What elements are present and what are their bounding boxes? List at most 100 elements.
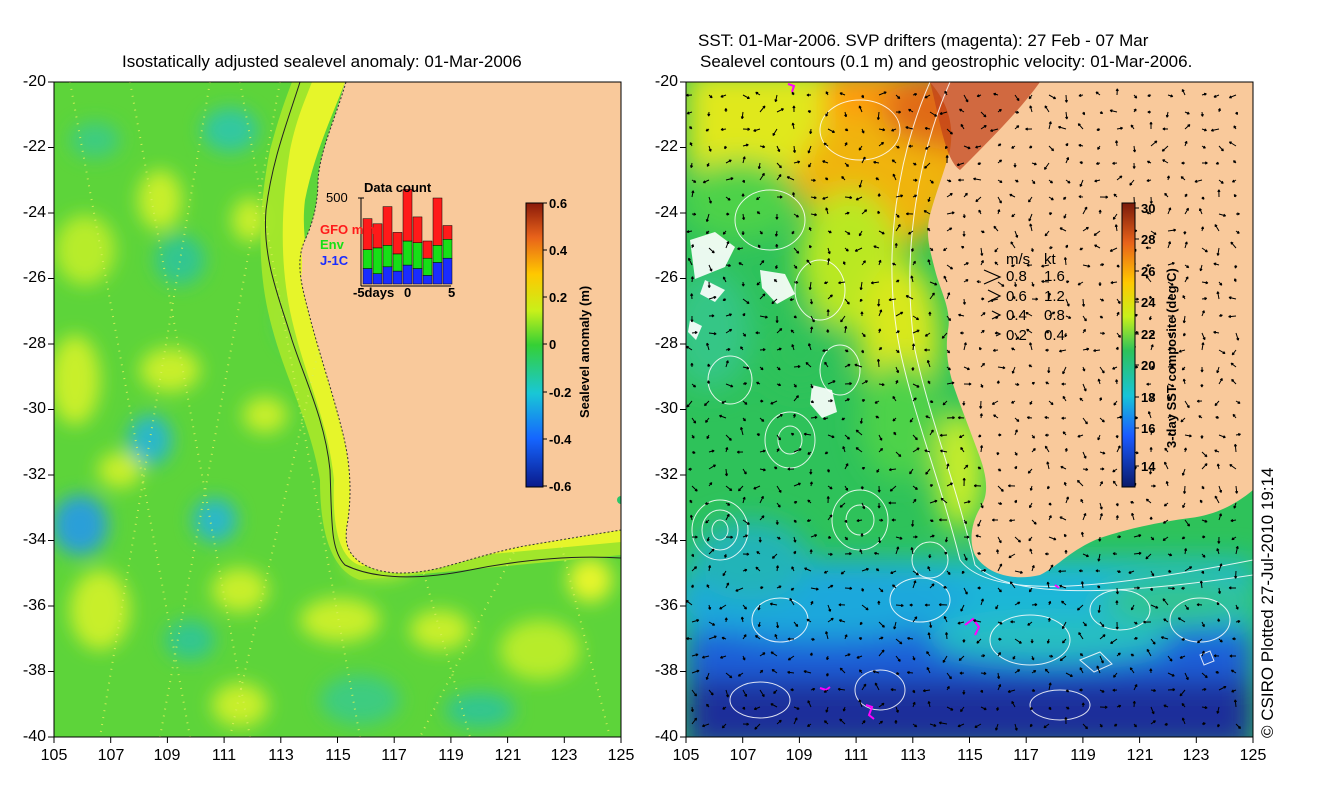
velocity-arrow bbox=[1233, 278, 1237, 283]
right-ytick: -22 bbox=[654, 138, 678, 155]
velocity-arrow bbox=[1231, 689, 1237, 693]
velocity-arrow bbox=[926, 651, 931, 657]
velocity-arrow bbox=[725, 447, 729, 453]
velocity-arrow bbox=[962, 400, 966, 406]
velocity-arrow bbox=[1232, 637, 1237, 641]
velocity-arrow bbox=[854, 247, 863, 252]
velocity-arrow bbox=[827, 604, 832, 612]
velocity-arrow bbox=[996, 451, 1000, 456]
inset-bar-j1c bbox=[432, 262, 443, 285]
velocity-arrow bbox=[1199, 208, 1203, 215]
velocity-arrow bbox=[805, 362, 812, 368]
velocity-arrow bbox=[963, 192, 968, 198]
velocity-arrow bbox=[977, 552, 982, 556]
velocity-arrow bbox=[994, 261, 999, 266]
velocity-arrow bbox=[823, 720, 829, 725]
velocity-arrow bbox=[1146, 211, 1152, 215]
velocity-arrow bbox=[895, 546, 900, 555]
velocity-arrow bbox=[1014, 570, 1023, 574]
velocity-arrow bbox=[943, 586, 948, 590]
velocity-arrow bbox=[927, 196, 931, 203]
velocity-arrow bbox=[707, 380, 711, 385]
velocity-arrow bbox=[1215, 416, 1220, 420]
velocity-arrow bbox=[895, 194, 904, 198]
velocity-arrow bbox=[720, 655, 727, 659]
velocity-arrow bbox=[928, 311, 932, 317]
velocity-arrow bbox=[960, 706, 965, 713]
velocity-arrow bbox=[912, 689, 916, 694]
velocity-arrow bbox=[861, 399, 866, 403]
velocity-arrow bbox=[740, 346, 744, 351]
velocity-arrow bbox=[1179, 689, 1186, 697]
velocity-arrow bbox=[776, 536, 781, 540]
velocity-arrow bbox=[689, 499, 693, 504]
velocity-arrow bbox=[1065, 706, 1070, 710]
right-xtick: 105 bbox=[672, 747, 700, 764]
velocity-arrow bbox=[806, 93, 812, 97]
right-ytick: -24 bbox=[654, 204, 678, 221]
velocity-arrow bbox=[929, 247, 934, 252]
velocity-arrow bbox=[943, 275, 948, 283]
velocity-arrow bbox=[878, 636, 884, 640]
velocity-arrow bbox=[770, 400, 778, 405]
velocity-arrow bbox=[1028, 587, 1033, 593]
velocity-arrow bbox=[891, 518, 897, 522]
velocity-arrow bbox=[1099, 467, 1105, 471]
velocity-arrow bbox=[1228, 296, 1237, 300]
velocity-arrow bbox=[753, 485, 761, 490]
velocity-arrow bbox=[1167, 346, 1172, 351]
velocity-arrow bbox=[909, 603, 914, 607]
velocity-arrow bbox=[1011, 347, 1016, 351]
velocity-arrow bbox=[1076, 479, 1084, 487]
velocity-arrow bbox=[1162, 598, 1169, 606]
velocity-arrow bbox=[774, 94, 778, 103]
velocity-arrow bbox=[1027, 621, 1033, 626]
velocity-arrow bbox=[1082, 723, 1089, 730]
velocity-arrow bbox=[990, 128, 999, 133]
velocity-arrow bbox=[1184, 193, 1188, 198]
velocity-arrow bbox=[725, 535, 734, 539]
velocity-arrow bbox=[691, 717, 698, 725]
velocity-arrow bbox=[977, 519, 982, 527]
velocity-arrow bbox=[946, 192, 953, 198]
velocity-arrow bbox=[1093, 349, 1101, 353]
velocity-arrow bbox=[705, 519, 710, 524]
velocity-arrow bbox=[1162, 536, 1169, 541]
velocity-arrow bbox=[1181, 717, 1186, 725]
velocity-arrow bbox=[1160, 636, 1169, 640]
velocity-arrow bbox=[1025, 127, 1033, 131]
velocity-arrow bbox=[962, 477, 966, 487]
velocity-arrow bbox=[1014, 536, 1022, 543]
velocity-arrow bbox=[1013, 281, 1018, 287]
velocity-arrow bbox=[895, 451, 902, 458]
velocity-arrow bbox=[793, 550, 797, 555]
velocity-arrow bbox=[946, 706, 954, 711]
inset-xlabel: 5 bbox=[448, 285, 456, 300]
velocity-arrow bbox=[755, 566, 761, 572]
velocity-arrow bbox=[958, 313, 965, 317]
velocity-arrow bbox=[810, 637, 815, 641]
velocity-arrow bbox=[1044, 668, 1050, 674]
copyright-label: © CSIRO Plotted 27-Jul-2010 19:14 bbox=[1258, 467, 1277, 738]
velocity-arrow bbox=[1026, 263, 1033, 267]
velocity-arrow bbox=[957, 416, 965, 420]
velocity-arrow bbox=[1082, 328, 1086, 334]
left-xtick: 125 bbox=[607, 747, 635, 764]
velocity-arrow bbox=[975, 534, 982, 538]
velocity-arrow bbox=[690, 706, 694, 713]
velocity-arrow bbox=[742, 298, 750, 305]
velocity-arrow bbox=[878, 720, 884, 725]
velocity-arrow bbox=[1065, 244, 1069, 249]
velocity-arrow bbox=[946, 264, 954, 270]
velocity-arrow bbox=[911, 366, 915, 371]
velocity-arrow bbox=[1167, 364, 1174, 369]
velocity-arrow bbox=[997, 196, 1002, 204]
velocity-arrow bbox=[1115, 379, 1119, 385]
velocity-arrow bbox=[963, 587, 968, 595]
velocity-arrow bbox=[1025, 311, 1033, 317]
velocity-arrow bbox=[759, 417, 765, 422]
velocity-arrow bbox=[823, 689, 829, 693]
velocity-arrow bbox=[776, 328, 783, 334]
velocity-arrow bbox=[1115, 88, 1119, 96]
velocity-arrow bbox=[759, 515, 765, 521]
